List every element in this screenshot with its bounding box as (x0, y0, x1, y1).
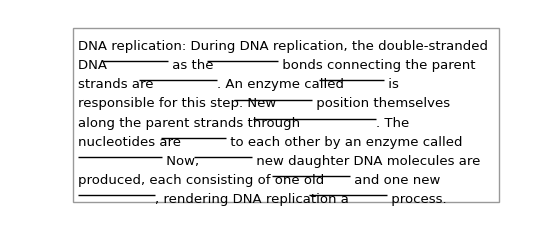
Text: new daughter DNA molecules are: new daughter DNA molecules are (252, 154, 481, 167)
Text: position themselves: position themselves (312, 97, 450, 110)
Text: along the parent strands through: along the parent strands through (78, 116, 304, 129)
Text: as the: as the (168, 59, 218, 72)
Text: strands are: strands are (78, 78, 157, 91)
Text: process.: process. (387, 192, 446, 205)
Text: responsible for this step. New: responsible for this step. New (78, 97, 280, 110)
Text: DNA: DNA (78, 59, 111, 72)
Text: . An enzyme called: . An enzyme called (217, 78, 349, 91)
Text: produced, each consisting of one old: produced, each consisting of one old (78, 173, 328, 186)
Text: and one new: and one new (349, 173, 440, 186)
Text: Now,: Now, (162, 154, 203, 167)
Text: to each other by an enzyme called: to each other by an enzyme called (225, 135, 462, 148)
Text: bonds connecting the parent: bonds connecting the parent (278, 59, 475, 72)
Text: is: is (384, 78, 399, 91)
Text: DNA replication: During DNA replication, the double-stranded: DNA replication: During DNA replication,… (78, 40, 488, 53)
Text: nucleotides are: nucleotides are (78, 135, 185, 148)
FancyBboxPatch shape (73, 29, 499, 202)
Text: . The: . The (376, 116, 410, 129)
Text: , rendering DNA replication a: , rendering DNA replication a (156, 192, 354, 205)
